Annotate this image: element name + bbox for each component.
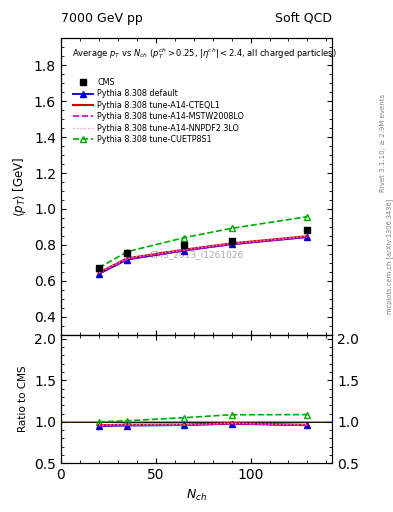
Text: Rivet 3.1.10, ≥ 2.9M events: Rivet 3.1.10, ≥ 2.9M events [380, 94, 386, 193]
Pythia 8.308 default [182, 247, 187, 253]
Pythia 8.308 tune-A14-MSTW2008LO [229, 241, 234, 247]
Pythia 8.308 tune-CUETP8S1 [125, 249, 130, 255]
Pythia 8.308 tune-A14-CTEQL1 [125, 255, 130, 261]
CMS [124, 249, 130, 258]
Pythia 8.308 tune-A14-NNPDF2.3LO [229, 240, 234, 246]
Pythia 8.308 tune-CUETP8S1 [229, 225, 234, 231]
Pythia 8.308 default [125, 257, 130, 263]
Line: Pythia 8.308 tune-CUETP8S1: Pythia 8.308 tune-CUETP8S1 [96, 214, 310, 271]
Text: CMS_2013_I1261026: CMS_2013_I1261026 [149, 250, 244, 259]
Pythia 8.308 default [229, 241, 234, 247]
Text: 7000 GeV pp: 7000 GeV pp [61, 12, 143, 25]
Pythia 8.308 tune-A14-NNPDF2.3LO [305, 233, 310, 239]
CMS [181, 241, 187, 249]
Pythia 8.308 tune-CUETP8S1 [305, 214, 310, 220]
Pythia 8.308 tune-A14-CTEQL1 [182, 247, 187, 253]
Text: mcplots.cern.ch [arXiv:1306.3436]: mcplots.cern.ch [arXiv:1306.3436] [386, 198, 393, 314]
Text: Soft QCD: Soft QCD [275, 12, 332, 25]
Line: Pythia 8.308 default: Pythia 8.308 default [96, 234, 310, 277]
Pythia 8.308 tune-A14-MSTW2008LO [305, 234, 310, 240]
X-axis label: $N_{ch}$: $N_{ch}$ [186, 488, 207, 503]
Pythia 8.308 tune-A14-MSTW2008LO [97, 270, 101, 276]
Y-axis label: $\langle p_T\rangle$ [GeV]: $\langle p_T\rangle$ [GeV] [11, 156, 28, 217]
Text: Average $p_T$ vs $N_{ch}$ ($p_T^{ch}$$>$0.25, $|\eta^{ch}|$$<$2.4, all charged p: Average $p_T$ vs $N_{ch}$ ($p_T^{ch}$$>$… [72, 46, 336, 61]
Pythia 8.308 tune-A14-CTEQL1 [97, 270, 101, 276]
Legend: CMS, Pythia 8.308 default, Pythia 8.308 tune-A14-CTEQL1, Pythia 8.308 tune-A14-M: CMS, Pythia 8.308 default, Pythia 8.308 … [73, 78, 244, 144]
Pythia 8.308 tune-CUETP8S1 [97, 265, 101, 271]
CMS [304, 226, 310, 234]
Pythia 8.308 tune-A14-MSTW2008LO [182, 247, 187, 253]
Pythia 8.308 default [305, 234, 310, 240]
Pythia 8.308 tune-A14-CTEQL1 [229, 240, 234, 246]
Pythia 8.308 tune-CUETP8S1 [182, 234, 187, 241]
CMS [96, 264, 102, 272]
Pythia 8.308 tune-A14-NNPDF2.3LO [125, 255, 130, 261]
Line: Pythia 8.308 tune-A14-CTEQL1: Pythia 8.308 tune-A14-CTEQL1 [99, 236, 307, 273]
Pythia 8.308 default [97, 271, 101, 277]
Y-axis label: Ratio to CMS: Ratio to CMS [18, 366, 29, 432]
CMS [228, 237, 235, 245]
Pythia 8.308 tune-A14-NNPDF2.3LO [97, 269, 101, 275]
Pythia 8.308 tune-A14-NNPDF2.3LO [182, 247, 187, 253]
Line: Pythia 8.308 tune-A14-NNPDF2.3LO: Pythia 8.308 tune-A14-NNPDF2.3LO [99, 236, 307, 272]
Line: Pythia 8.308 tune-A14-MSTW2008LO: Pythia 8.308 tune-A14-MSTW2008LO [99, 237, 307, 273]
Pythia 8.308 tune-A14-MSTW2008LO [125, 256, 130, 262]
Pythia 8.308 tune-A14-CTEQL1 [305, 233, 310, 239]
